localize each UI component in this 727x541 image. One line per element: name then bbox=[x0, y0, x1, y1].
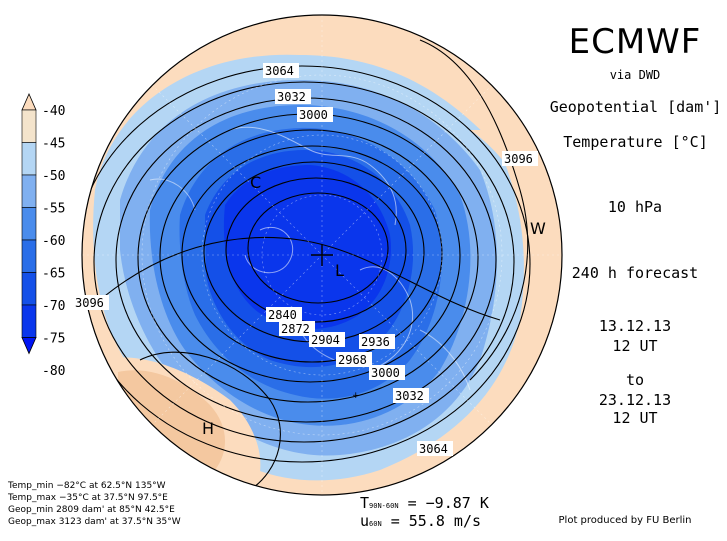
contour-label: 3064 bbox=[419, 442, 448, 456]
contour-label: 2904 bbox=[311, 333, 340, 347]
temp-max-stat: Temp_max −35°C at 37.5°N 97.5°E bbox=[8, 493, 168, 503]
geop-max-stat: Geop_max 3123 dam' at 37.5°N 35°W bbox=[8, 517, 181, 527]
colorbar-label: -55 bbox=[42, 202, 65, 217]
colorbar-segment bbox=[21, 304, 37, 338]
contour-label: 2872 bbox=[281, 322, 310, 336]
contour-label: 3096 bbox=[75, 296, 104, 310]
marker-berlin: + bbox=[352, 391, 360, 401]
valid-date: 23.12.13 bbox=[598, 391, 672, 409]
credit: Plot produced by FU Berlin bbox=[558, 515, 692, 526]
colorbar-max-arrow bbox=[21, 93, 37, 111]
t-symbol: T bbox=[360, 494, 370, 512]
temperature-colorbar: -40 -45 -50 -55 -60 -65 -70 -75 -80 bbox=[21, 93, 65, 379]
marker-low: L bbox=[335, 261, 344, 280]
contour-label: 3096 bbox=[504, 152, 533, 166]
colorbar-label: -75 bbox=[42, 332, 65, 347]
graticule bbox=[82, 15, 562, 495]
contour-label: 3000 bbox=[371, 366, 400, 380]
marker-warm: W bbox=[530, 219, 546, 238]
colorbar-label: -40 bbox=[42, 104, 65, 119]
contour-label: 3064 bbox=[265, 64, 294, 78]
colorbar-label: -70 bbox=[42, 299, 65, 314]
north-pole-marker bbox=[311, 244, 333, 266]
t-subscript: 90N-60N bbox=[369, 502, 399, 510]
temperature-difference: T90N-60N = −9.87 K bbox=[360, 494, 489, 512]
parameter-geopotential: Geopotential [dam'] bbox=[549, 98, 722, 116]
u-subscript: 60N bbox=[369, 520, 382, 528]
forecast-lead-time: 240 h forecast bbox=[571, 264, 699, 282]
temp-min-stat: Temp_min −82°C at 62.5°N 135°W bbox=[8, 481, 166, 491]
colorbar-min-arrow bbox=[21, 337, 37, 355]
colorbar-label: -50 bbox=[42, 169, 65, 184]
marker-cold: C bbox=[250, 173, 261, 192]
contour-label: 2968 bbox=[338, 353, 367, 367]
colorbar-segment bbox=[21, 142, 37, 176]
colorbar-segment bbox=[21, 174, 37, 208]
t-value: = −9.87 K bbox=[398, 494, 489, 512]
geopotential-contours bbox=[82, 39, 531, 491]
contour-label: 3032 bbox=[395, 389, 424, 403]
marker-high: H bbox=[202, 419, 214, 438]
pressure-level: 10 hPa bbox=[607, 198, 663, 216]
geop-min-stat: Geop_min 2809 dam' at 85°N 42.5°E bbox=[8, 505, 175, 515]
parameter-temperature: Temperature [°C] bbox=[563, 133, 708, 151]
colorbar-label: -60 bbox=[42, 234, 65, 249]
hemisphere-border bbox=[81, 14, 563, 496]
u-value: = 55.8 m/s bbox=[381, 512, 482, 530]
date-range-separator: to bbox=[625, 371, 645, 389]
data-source: via DWD bbox=[609, 68, 661, 82]
contour-label: 2936 bbox=[361, 335, 390, 349]
contour-label: 3000 bbox=[299, 108, 328, 122]
init-date: 13.12.13 bbox=[598, 317, 672, 335]
colorbar-segment bbox=[21, 239, 37, 273]
contour-label: 2840 bbox=[268, 308, 297, 322]
init-time: 12 UT bbox=[612, 337, 658, 355]
zonal-wind: u60N = 55.8 m/s bbox=[360, 512, 481, 530]
contour-label: 3032 bbox=[277, 90, 306, 104]
model-title: ECMWF bbox=[568, 22, 702, 62]
colorbar-label: -65 bbox=[42, 267, 65, 282]
colorbar-segment bbox=[21, 207, 37, 241]
valid-time: 12 UT bbox=[612, 409, 658, 427]
u-symbol: u bbox=[360, 512, 370, 530]
colorbar-label: -45 bbox=[42, 137, 65, 152]
colorbar-label: -80 bbox=[42, 364, 65, 379]
colorbar-segment bbox=[21, 272, 37, 306]
colorbar-segment bbox=[21, 109, 37, 143]
